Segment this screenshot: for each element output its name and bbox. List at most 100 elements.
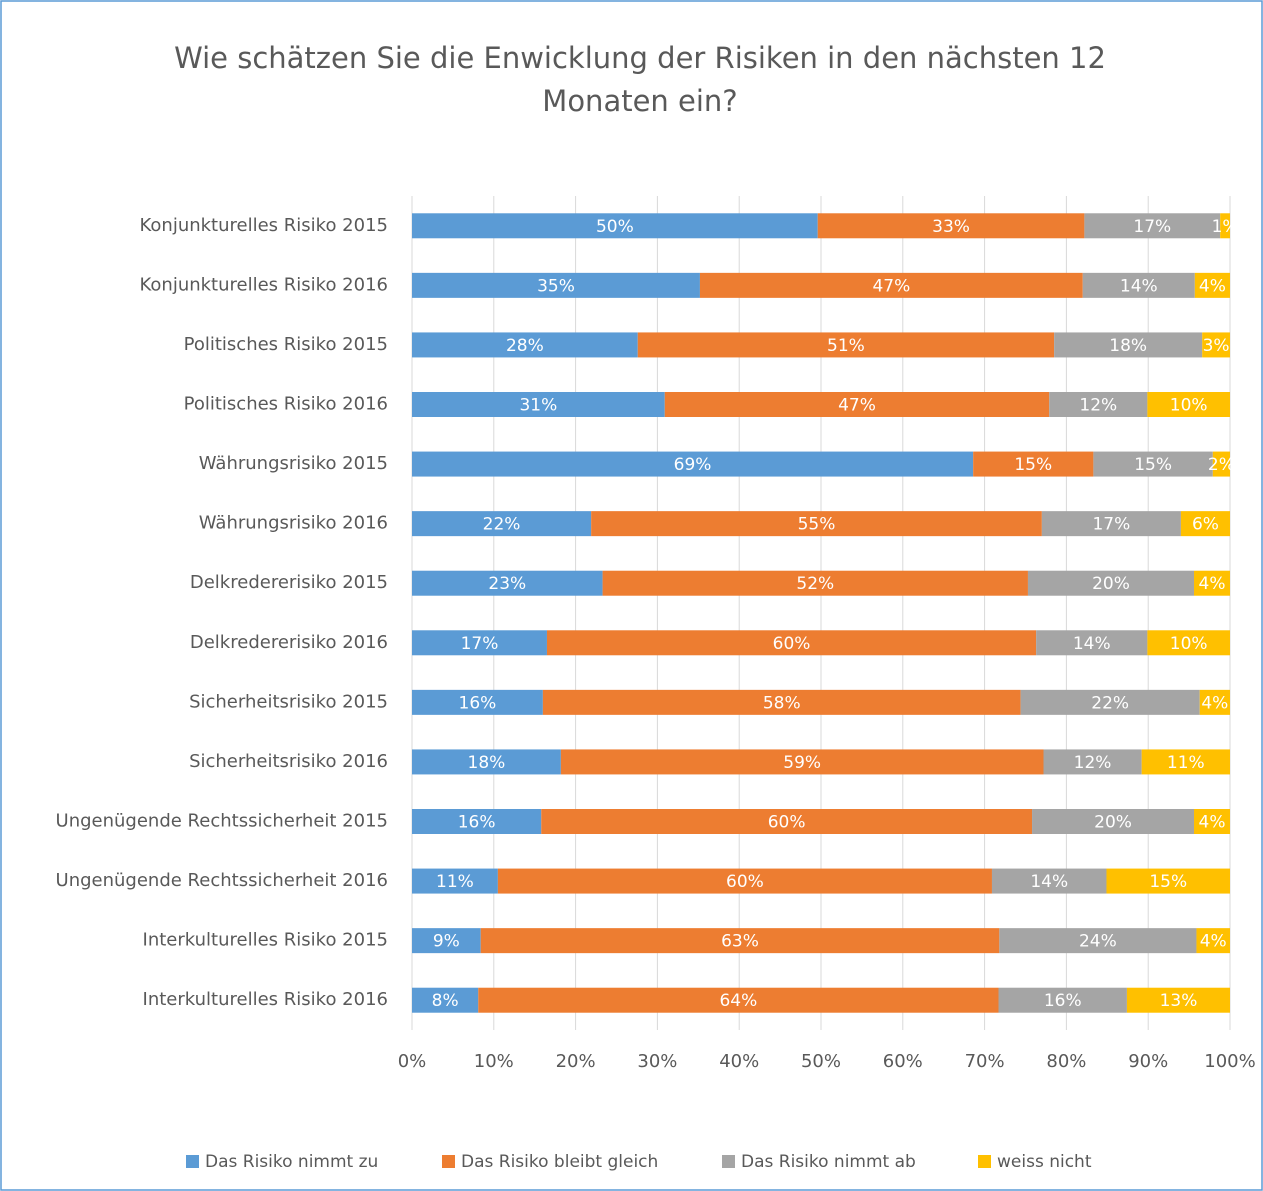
data-label: 22% bbox=[1091, 693, 1129, 713]
bar-segment bbox=[602, 570, 1028, 596]
y-tick-label: Ungenügende Rechtssicherheit 2016 bbox=[56, 870, 388, 891]
bar-segment bbox=[412, 630, 547, 656]
x-tick-label: 80% bbox=[1046, 1051, 1086, 1072]
x-tick-label: 90% bbox=[1128, 1051, 1168, 1072]
bar-segment bbox=[1220, 213, 1230, 239]
data-label: 11% bbox=[1167, 753, 1205, 773]
data-label: 33% bbox=[932, 217, 970, 237]
x-tick-label: 60% bbox=[883, 1051, 923, 1072]
data-label: 51% bbox=[827, 336, 865, 356]
bar-segment bbox=[1082, 272, 1195, 298]
bar-segment bbox=[497, 868, 992, 894]
data-label: 4% bbox=[1199, 276, 1226, 296]
bar-segment bbox=[664, 392, 1050, 417]
data-label: 63% bbox=[721, 932, 759, 952]
bar-segment bbox=[998, 987, 1127, 1013]
x-tick-label: 70% bbox=[965, 1051, 1005, 1072]
data-label: 16% bbox=[459, 693, 497, 713]
data-label: 24% bbox=[1079, 932, 1117, 952]
y-tick-label: Delkredererisiko 2015 bbox=[190, 572, 388, 593]
x-tick-label: 40% bbox=[719, 1051, 759, 1072]
data-label: 28% bbox=[506, 336, 544, 356]
bar-segment bbox=[1194, 809, 1230, 834]
x-tick-label: 50% bbox=[801, 1051, 841, 1072]
bar-segment bbox=[973, 451, 1094, 477]
bar-segment bbox=[1212, 451, 1230, 477]
bar-segment bbox=[560, 749, 1044, 775]
data-label: 35% bbox=[537, 276, 575, 296]
bar-segment bbox=[1020, 689, 1200, 715]
legend-swatch bbox=[442, 1155, 455, 1168]
data-label: 31% bbox=[519, 396, 557, 416]
bar-segment bbox=[546, 630, 1037, 656]
bar-segment bbox=[1093, 451, 1213, 477]
legend-label: Das Risiko nimmt ab bbox=[741, 1152, 916, 1172]
data-label: 69% bbox=[674, 455, 712, 475]
bar-segment bbox=[1027, 570, 1195, 596]
data-label: 1% bbox=[1212, 217, 1239, 237]
bar-segment bbox=[412, 749, 561, 775]
bar-segment bbox=[412, 987, 479, 1013]
data-label: 22% bbox=[483, 515, 521, 535]
data-label: 4% bbox=[1199, 813, 1226, 833]
data-label: 15% bbox=[1134, 455, 1172, 475]
data-label: 14% bbox=[1073, 634, 1111, 654]
data-label: 60% bbox=[726, 872, 764, 892]
data-label: 20% bbox=[1094, 813, 1132, 833]
data-label: 16% bbox=[1044, 991, 1082, 1011]
data-label: 15% bbox=[1149, 872, 1187, 892]
bar-segment bbox=[412, 511, 592, 537]
data-label: 18% bbox=[1109, 336, 1147, 356]
data-label: 13% bbox=[1160, 991, 1198, 1011]
bar-segment bbox=[480, 928, 1000, 954]
bar-segment bbox=[412, 451, 974, 477]
legend-label: weiss nicht bbox=[997, 1152, 1092, 1172]
data-label: 59% bbox=[783, 753, 821, 773]
data-label: 17% bbox=[1092, 515, 1130, 535]
y-tick-label: Interkulturelles Risiko 2015 bbox=[143, 930, 388, 951]
data-label: 60% bbox=[773, 634, 811, 654]
legend-label: Das Risiko bleibt gleich bbox=[461, 1152, 658, 1172]
bar-segment bbox=[412, 868, 498, 894]
data-label: 4% bbox=[1200, 932, 1227, 952]
data-label: 9% bbox=[433, 932, 460, 952]
y-tick-label: Währungsrisiko 2016 bbox=[199, 513, 388, 534]
data-label: 15% bbox=[1014, 455, 1052, 475]
data-label: 20% bbox=[1092, 574, 1130, 594]
bar-segment bbox=[1126, 987, 1230, 1013]
bar-segment bbox=[991, 868, 1107, 894]
data-label: 6% bbox=[1192, 515, 1219, 535]
bar-segment bbox=[1106, 868, 1230, 894]
bar-segment bbox=[412, 689, 543, 715]
bar-segment bbox=[1141, 749, 1230, 775]
bar-segment bbox=[1147, 630, 1230, 656]
data-label: 12% bbox=[1079, 396, 1117, 416]
data-label: 10% bbox=[1170, 396, 1208, 416]
bar-segment bbox=[542, 689, 1021, 715]
y-tick-label: Konjunkturelles Risiko 2015 bbox=[139, 215, 388, 236]
legend-swatch bbox=[978, 1155, 991, 1168]
bar-segment bbox=[591, 511, 1042, 537]
data-label: 18% bbox=[468, 753, 506, 773]
data-label: 14% bbox=[1030, 872, 1068, 892]
bar-segment bbox=[478, 987, 999, 1013]
data-label: 47% bbox=[838, 396, 876, 416]
data-label: 58% bbox=[763, 693, 801, 713]
data-label: 23% bbox=[488, 574, 526, 594]
data-label: 50% bbox=[596, 217, 634, 237]
bar-segment bbox=[412, 928, 481, 954]
y-tick-label: Konjunkturelles Risiko 2016 bbox=[139, 274, 388, 295]
bar-segment bbox=[1199, 689, 1230, 715]
data-label: 4% bbox=[1199, 574, 1226, 594]
bar-segment bbox=[412, 332, 638, 358]
data-label: 4% bbox=[1201, 693, 1228, 713]
bar-segment bbox=[1194, 570, 1230, 596]
bar-segment bbox=[412, 213, 818, 239]
chart-title: Wie schätzen Sie die Enwicklung der Risi… bbox=[174, 41, 1106, 118]
bar-segment bbox=[637, 332, 1055, 358]
data-label: 8% bbox=[432, 991, 459, 1011]
bar-segment bbox=[412, 392, 665, 417]
y-tick-label: Währungsrisiko 2015 bbox=[199, 453, 388, 474]
y-tick-label: Politisches Risiko 2015 bbox=[184, 334, 388, 355]
x-tick-label: 30% bbox=[637, 1051, 677, 1072]
